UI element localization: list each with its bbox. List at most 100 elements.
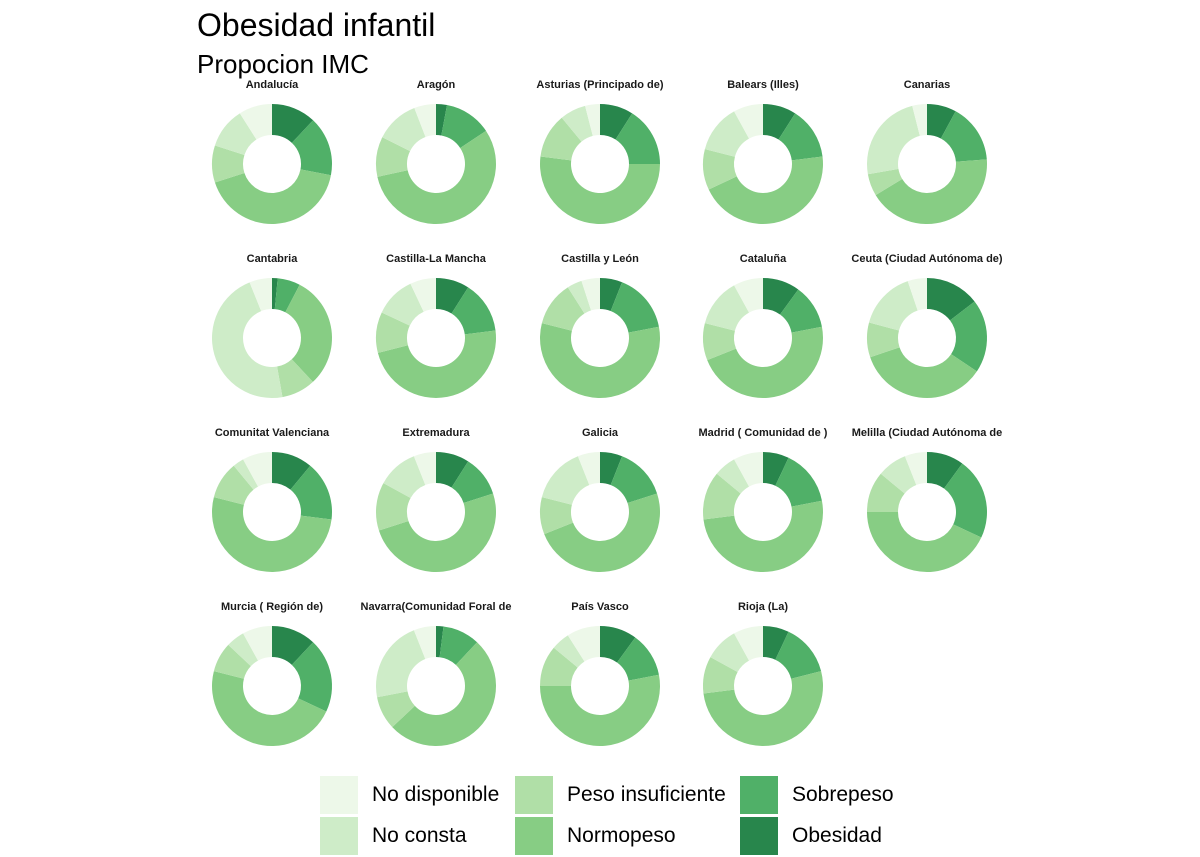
slice-normopeso: [378, 493, 496, 572]
slice-obesidad: [927, 278, 975, 321]
donut-panel-navarra-comunidad-foral-de: Navarra(Comunidad Foral de: [361, 601, 511, 747]
slice-normopeso: [377, 130, 496, 225]
slice-sobrepeso: [610, 282, 659, 333]
slice-no-consta: [214, 113, 257, 156]
slice-sobrepeso: [274, 278, 300, 313]
slice-sobrepeso: [775, 631, 822, 679]
slice-peso-insuficiente: [213, 465, 254, 505]
slice-no-consta: [228, 633, 259, 667]
slice-obesidad: [763, 104, 796, 140]
panel-title: Balears (Illes): [727, 79, 799, 91]
legend-label: No consta: [372, 824, 467, 847]
slice-obesidad: [763, 278, 799, 315]
donut-panel-aragon: Aragón: [375, 79, 496, 225]
slice-no-consta: [382, 108, 426, 152]
legend-item-sobrepeso: Sobrepeso: [740, 776, 894, 814]
slice-peso-insuficiente: [703, 323, 737, 361]
slice-no-disponible: [585, 104, 600, 136]
slice-normopeso: [212, 497, 332, 572]
slice-sobrepeso: [780, 289, 822, 333]
slice-no-consta: [704, 285, 750, 331]
legend-swatch-peso-insuficiente: [515, 776, 553, 814]
legend-label: Peso insuficiente: [567, 783, 726, 806]
slice-no-consta: [211, 282, 283, 399]
slice-no-consta: [383, 456, 426, 499]
slice-peso-insuficiente: [377, 691, 415, 728]
slice-normopeso: [377, 330, 497, 398]
panel-title: Cantabria: [247, 253, 299, 265]
donut-panel-pais-vasco: País Vasco: [540, 601, 660, 746]
panel-title: Asturias (Principado de): [536, 79, 663, 91]
slice-sobrepeso: [615, 113, 660, 164]
slice-normopeso: [703, 500, 824, 573]
slice-peso-insuficiente: [540, 647, 578, 686]
chart-subtitle: Propocion IMC: [197, 49, 369, 79]
slice-no-consta: [233, 459, 259, 490]
donut-panel-cantabria: Cantabria: [211, 253, 333, 399]
slice-no-consta: [710, 633, 750, 673]
slice-sobrepeso: [291, 120, 332, 176]
slice-no-consta: [376, 630, 426, 698]
slice-normopeso: [707, 326, 823, 398]
legend-item-peso-insuficiente: Peso insuficiente: [515, 776, 726, 814]
panel-title: Ceuta (Ciudad Autónoma de): [851, 253, 1002, 265]
slice-no-disponible: [414, 104, 436, 137]
slice-obesidad: [436, 278, 469, 314]
slice-no-consta: [869, 281, 918, 331]
panel-title: Castilla-La Mancha: [386, 253, 487, 265]
slice-no-disponible: [907, 278, 927, 311]
donut-panel-madrid-comunidad-de: Madrid ( Comunidad de ): [699, 427, 828, 573]
slice-obesidad: [927, 452, 963, 489]
slice-peso-insuficiente: [375, 137, 411, 177]
slice-sobrepeso: [775, 457, 822, 507]
legend-label: Sobrepeso: [792, 783, 894, 806]
donut-panel-melilla-ciudad-autonoma-de: Melilla (Ciudad Autónoma de: [852, 427, 1002, 573]
slice-obesidad: [436, 626, 444, 658]
slice-no-disponible: [912, 104, 927, 136]
slice-obesidad: [272, 104, 314, 143]
legend-label: Normopeso: [567, 824, 676, 847]
donut-panel-canarias: Canarias: [866, 79, 987, 225]
panel-title: Murcia ( Región de): [221, 601, 323, 613]
slice-sobrepeso: [451, 461, 494, 504]
slice-no-disponible: [734, 104, 763, 139]
slice-no-disponible: [249, 278, 272, 312]
slice-peso-insuficiente: [867, 473, 905, 512]
donut-panel-ceuta-ciudad-autonoma-de: Ceuta (Ciudad Autónoma de): [851, 253, 1003, 399]
slice-no-consta: [866, 105, 920, 175]
slice-no-consta: [561, 105, 593, 142]
legend-swatch-normopeso: [515, 817, 553, 855]
donut-panel-castilla-y-leon: Castilla y León: [540, 253, 660, 398]
donut-panel-rioja-la: Rioja (La): [703, 601, 824, 747]
slice-peso-insuficiente: [866, 322, 900, 358]
slice-sobrepeso: [451, 287, 496, 335]
slice-no-disponible: [239, 104, 272, 140]
legend-item-normopeso: Normopeso: [515, 817, 676, 855]
slice-no-disponible: [581, 278, 600, 311]
slice-normopeso: [870, 347, 977, 399]
slice-obesidad: [600, 452, 623, 486]
slice-normopeso: [703, 671, 824, 747]
slice-normopeso: [540, 323, 660, 398]
slice-no-disponible: [243, 452, 272, 487]
slice-sobrepeso: [441, 105, 487, 148]
slice-normopeso: [212, 671, 327, 747]
legend-item-no-disponible: No disponible: [320, 776, 499, 814]
slice-peso-insuficiente: [540, 497, 574, 535]
slice-peso-insuficiente: [376, 483, 411, 531]
slice-normopeso: [708, 156, 823, 224]
donut-panel-balears-illes: Balears (Illes): [703, 79, 823, 224]
slice-peso-insuficiente: [212, 145, 245, 183]
donut-panel-extremadura: Extremadura: [376, 427, 496, 572]
slice-no-disponible: [904, 452, 927, 486]
slice-peso-insuficiente: [703, 149, 737, 190]
donut-panel-asturias-principado-de: Asturias (Principado de): [536, 79, 664, 224]
slice-peso-insuficiente: [703, 657, 738, 694]
slice-obesidad: [436, 104, 448, 136]
slice-sobrepeso: [940, 111, 987, 162]
slice-normopeso: [867, 512, 982, 573]
slice-peso-insuficiente: [213, 644, 251, 679]
slice-peso-insuficiente: [703, 473, 741, 520]
legend-item-obesidad: Obesidad: [740, 817, 882, 855]
slice-obesidad: [272, 452, 311, 490]
